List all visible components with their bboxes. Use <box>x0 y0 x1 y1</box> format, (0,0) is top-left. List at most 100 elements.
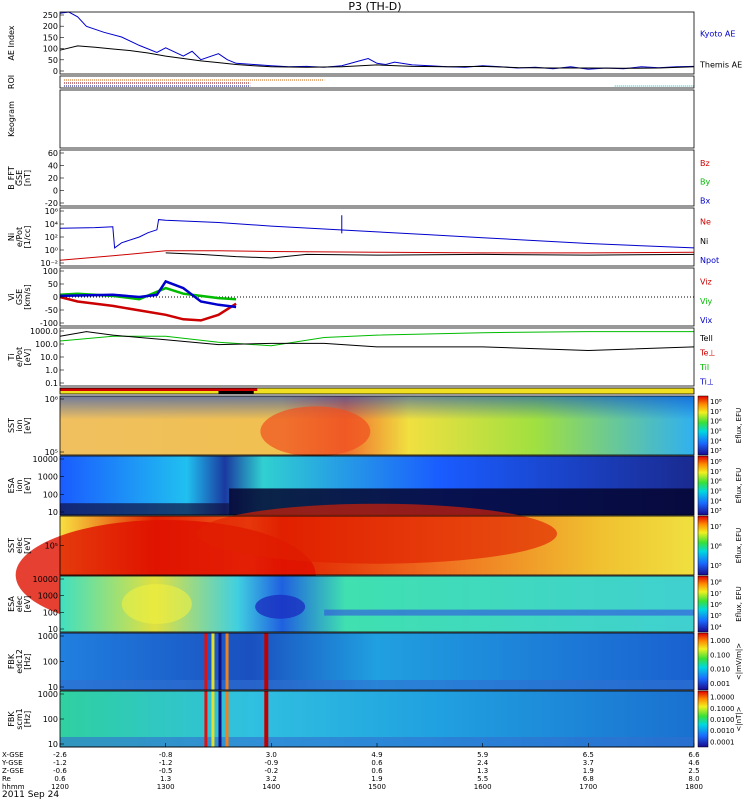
legend-entry: Til <box>699 363 709 372</box>
colorbar-tick: 0.1000 <box>710 705 735 713</box>
colorbar-label: Eflux, EFU <box>735 408 743 443</box>
footer-value: 0.6 <box>371 767 383 775</box>
colorbar-tick: 1.0000 <box>710 694 735 702</box>
panel-esa_elec: 10⁴ 10⁵ 10⁶ 10⁷ 10⁸ Eflux, EFU 10 100 1000 10000 E… <box>7 575 743 634</box>
footer-value: -0.9 <box>264 759 278 767</box>
y-tick-label: 100 <box>43 490 58 499</box>
legend-entry: Ti⊥ <box>699 378 714 387</box>
colorbar-tick: 10⁵ <box>710 562 722 570</box>
y-tick-label: 0 <box>53 293 58 302</box>
y-tick-label: 10⁰ <box>45 246 58 255</box>
y-tick-label: 50 <box>48 56 58 65</box>
colorbar-tick: 0.001 <box>710 680 730 688</box>
footer-value: 6.5 <box>583 751 594 759</box>
heatmap-stripe <box>225 691 229 747</box>
legend-entry: Viy <box>700 297 713 306</box>
panel-mode <box>59 387 695 395</box>
y-tick-label: 10⁵ <box>45 448 58 457</box>
colorbar-tick: 0.0001 <box>710 738 735 746</box>
y-axis-label: ion <box>15 419 24 431</box>
colorbar-tick: 1.000 <box>710 637 730 645</box>
y-axis-label: [eV] <box>23 596 32 613</box>
footer-value: 3.0 <box>266 751 277 759</box>
panel-frame <box>59 89 695 149</box>
y-axis-label: [Hz] <box>23 653 32 669</box>
colorbar-tick: 10³ <box>710 447 722 455</box>
y-tick-label: 10 <box>48 508 58 517</box>
footer-row-label: X-GSE <box>2 751 24 759</box>
footer-layer: X-GSEY-GSEZ-GSERehhmm-2.6-1.2-0.60.61200… <box>1 743 703 791</box>
y-axis-label: SST <box>7 538 16 553</box>
footer-value: 4.6 <box>688 759 700 767</box>
series-Viz <box>59 295 237 322</box>
footer-value: 1300 <box>157 783 175 791</box>
legend-entry: Themis AE <box>699 61 742 70</box>
panel-temperature: 0.1 1.0 10.0 100.0 1000.0 Ti e/Pot [eV] Tell Te⊥ T… <box>7 327 715 388</box>
y-tick-label: 100 <box>43 267 58 276</box>
y-axis-label: SST <box>7 418 16 433</box>
y-tick-label: 1.0 <box>45 366 58 375</box>
heatmap-feature <box>255 594 306 619</box>
panel-roi: ROI <box>7 75 695 89</box>
footer-value: -0.8 <box>159 751 173 759</box>
legend-entry: Te⊥ <box>699 349 715 358</box>
footer-value: -2.6 <box>53 751 67 759</box>
panel-frame <box>59 11 695 75</box>
y-tick-label: 10 <box>48 740 58 749</box>
y-tick-label: 1000 <box>38 632 58 641</box>
y-tick-label: 0 <box>53 187 58 196</box>
footer-value: 5.5 <box>477 775 488 783</box>
y-tick-label: 100 <box>43 45 58 54</box>
heatmap-feature <box>324 609 694 616</box>
colorbar-tick: 0.010 <box>710 666 730 674</box>
y-tick-label: 1000 <box>38 690 58 699</box>
colorbar-label: <|mV/m|> <box>735 643 743 680</box>
panel-bfft: -20 0 20 40 60 B_FFT GSE [nT] Bz By Bx <box>7 149 710 208</box>
y-axis-label: Ti <box>7 354 16 362</box>
heatmap-feature <box>260 406 371 457</box>
footer-value: 1600 <box>474 783 492 791</box>
panel-frame <box>59 75 695 89</box>
series-Vix <box>59 279 237 309</box>
footer-value: 1.3 <box>477 767 488 775</box>
y-axis-label: Vi <box>7 293 16 301</box>
colorbar-sst_ion <box>697 395 709 456</box>
y-axis-label: edc12 <box>15 649 24 674</box>
heatmap-feature <box>121 584 192 624</box>
y-tick-label: 100 <box>43 658 58 667</box>
y-tick-label: 100 <box>43 715 58 724</box>
colorbar-tick: 10⁶ <box>710 418 722 426</box>
y-axis-label: [1/cc] <box>23 226 32 249</box>
y-axis-label: elec <box>15 596 24 612</box>
legend-entry: Tell <box>699 334 713 343</box>
series-Ne <box>59 250 695 261</box>
y-tick-label: 50 <box>48 280 58 289</box>
y-tick-label: 0.1 <box>45 379 58 388</box>
colorbar-tick: 10⁸ <box>710 458 722 466</box>
y-axis-label: B_FFT <box>7 166 16 190</box>
date-label: 2011 Sep 24 <box>2 790 59 800</box>
colorbar-tick: 10⁶ <box>710 478 722 486</box>
heatmap-overlay <box>60 396 694 455</box>
colorbar-tick: 0.0010 <box>710 727 735 735</box>
y-tick-label: 1000 <box>38 473 58 482</box>
heatmap-stripe <box>225 633 229 690</box>
mode-bar-black <box>218 391 254 394</box>
y-tick-label: 10⁴ <box>45 220 58 229</box>
panel-frame <box>59 387 695 395</box>
panel-frame <box>59 207 695 267</box>
y-tick-label: 10² <box>45 233 58 242</box>
legend-entry: Bx <box>700 196 710 205</box>
y-axis-label: FBK <box>7 653 16 669</box>
y-axis-label: e/Pot <box>15 227 24 247</box>
mode-bar-burst <box>60 388 258 391</box>
legend-entry: By <box>700 178 710 187</box>
y-axis-label: [eV] <box>23 349 32 366</box>
colorbar-tick: 10⁷ <box>710 523 722 531</box>
footer-value: 1.3 <box>160 775 171 783</box>
panel-fbk_b: 0.0001 0.0010 0.0100 0.1000 1.0000<|nT|> 10 10… <box>7 690 743 749</box>
colorbar-label: Eflux, EFU <box>735 468 743 503</box>
y-tick-label: 200 <box>43 22 58 31</box>
